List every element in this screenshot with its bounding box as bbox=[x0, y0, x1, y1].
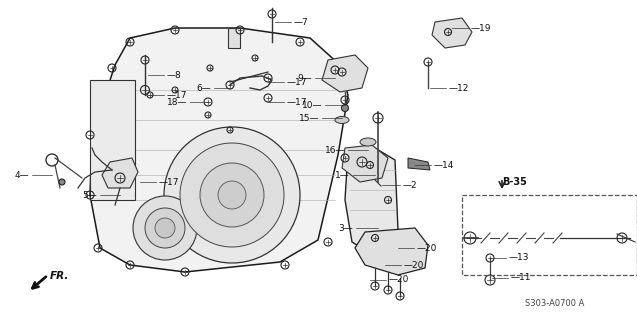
Circle shape bbox=[180, 143, 284, 247]
Polygon shape bbox=[102, 158, 138, 188]
Text: —12: —12 bbox=[449, 84, 469, 92]
Polygon shape bbox=[345, 148, 398, 252]
Polygon shape bbox=[432, 18, 472, 48]
Text: 3—: 3— bbox=[338, 223, 353, 233]
Text: —20: —20 bbox=[389, 276, 410, 284]
Text: —17: —17 bbox=[159, 178, 180, 187]
Text: —17: —17 bbox=[167, 91, 187, 100]
Polygon shape bbox=[408, 158, 430, 170]
Circle shape bbox=[145, 208, 185, 248]
Text: —17: —17 bbox=[287, 98, 308, 107]
Text: —14: —14 bbox=[434, 161, 454, 170]
Text: S303-A0700 A: S303-A0700 A bbox=[526, 299, 585, 308]
Circle shape bbox=[59, 179, 65, 185]
Polygon shape bbox=[342, 145, 388, 182]
Text: —2: —2 bbox=[403, 180, 418, 189]
Circle shape bbox=[341, 105, 348, 111]
Text: 9—: 9— bbox=[297, 74, 312, 83]
Circle shape bbox=[155, 218, 175, 238]
Text: FR.: FR. bbox=[50, 271, 69, 281]
Ellipse shape bbox=[335, 116, 349, 124]
Text: 18—: 18— bbox=[166, 98, 187, 107]
Text: 15—: 15— bbox=[299, 114, 319, 123]
Bar bbox=[90, 80, 135, 200]
Text: —17: —17 bbox=[287, 77, 308, 86]
Text: 5—: 5— bbox=[82, 190, 97, 199]
Text: —20: —20 bbox=[404, 260, 424, 269]
Circle shape bbox=[133, 196, 197, 260]
Text: 10—: 10— bbox=[301, 100, 322, 109]
Polygon shape bbox=[322, 55, 368, 92]
Text: —7: —7 bbox=[294, 18, 309, 27]
Ellipse shape bbox=[360, 138, 376, 146]
Circle shape bbox=[164, 127, 300, 263]
Bar bbox=[462, 195, 637, 275]
Text: —13: —13 bbox=[509, 253, 529, 262]
Circle shape bbox=[200, 163, 264, 227]
Text: 1—: 1— bbox=[335, 171, 350, 180]
Circle shape bbox=[218, 181, 246, 209]
Text: 4—: 4— bbox=[15, 171, 29, 180]
Polygon shape bbox=[355, 228, 428, 275]
Bar bbox=[228, 28, 240, 48]
Text: —19: —19 bbox=[471, 23, 492, 33]
Text: 16—: 16— bbox=[324, 146, 345, 155]
Text: —8: —8 bbox=[167, 70, 182, 79]
Text: 6—: 6— bbox=[196, 84, 211, 92]
Polygon shape bbox=[90, 28, 348, 272]
Text: —11: —11 bbox=[511, 274, 531, 283]
Text: B-35: B-35 bbox=[502, 177, 527, 187]
Text: —20: —20 bbox=[417, 244, 438, 252]
